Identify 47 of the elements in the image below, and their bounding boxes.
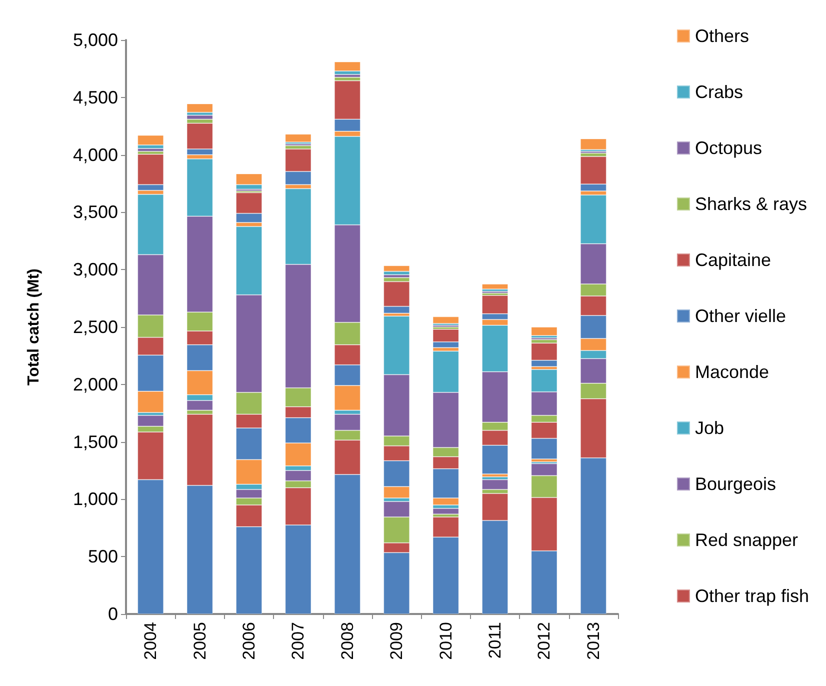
bar (531, 327, 558, 336)
y-tick-label: 5,000 (72, 30, 118, 50)
x-tick-label: 2011 (486, 622, 504, 659)
legend-label: Other trap fish (694, 586, 809, 606)
bar (482, 480, 508, 490)
x-tick-label: 2006 (240, 622, 258, 660)
bar (384, 266, 410, 272)
bar (482, 284, 508, 290)
y-tick-label: 4,500 (72, 87, 118, 108)
legend-label: Bourgeois (694, 474, 776, 494)
legend-label: Capitaine (694, 250, 772, 270)
bar (285, 134, 312, 142)
x-tick-label: 2013 (584, 622, 603, 660)
y-tick-label: 3,000 (72, 260, 118, 280)
legend-label: Red snapper (694, 530, 798, 550)
bar (334, 74, 360, 78)
bar (186, 104, 213, 112)
bar (334, 62, 360, 71)
y-tick-label: 3,500 (72, 202, 118, 222)
y-tick-label: 2,000 (72, 374, 118, 394)
legend-label: Other vielle (694, 306, 786, 326)
x-tick-label: 2005 (190, 622, 210, 660)
y-tick-label: 1,500 (72, 432, 118, 452)
x-tick-label: 2008 (338, 622, 357, 660)
y-tick-label: 2,500 (72, 317, 118, 337)
y-tick-label: 0 (108, 604, 118, 624)
x-tick-label: 2004 (141, 622, 160, 660)
bar (138, 148, 164, 152)
y-axis-title: Total catch (Mt) (26, 268, 42, 386)
x-tick-label: 2007 (288, 622, 308, 660)
x-tick-label: 2009 (387, 622, 406, 660)
legend-label: Sharks & rays (694, 194, 807, 214)
bar (580, 138, 606, 150)
y-tick-label: 1,000 (72, 489, 118, 510)
legend-label: Others (694, 26, 749, 46)
legend-label: Job (694, 418, 724, 438)
bar (432, 316, 459, 324)
legend-label: Octopus (694, 138, 762, 158)
bar (186, 115, 213, 120)
legend-label: Crabs (694, 82, 743, 102)
x-tick-label: 2012 (534, 622, 554, 660)
y-tick-label: 4,000 (72, 144, 118, 165)
x-tick-label: 2010 (436, 622, 456, 660)
bar (432, 508, 459, 514)
legend-label: Maconde (694, 362, 770, 382)
y-tick-label: 500 (88, 546, 118, 567)
bar (138, 135, 164, 146)
